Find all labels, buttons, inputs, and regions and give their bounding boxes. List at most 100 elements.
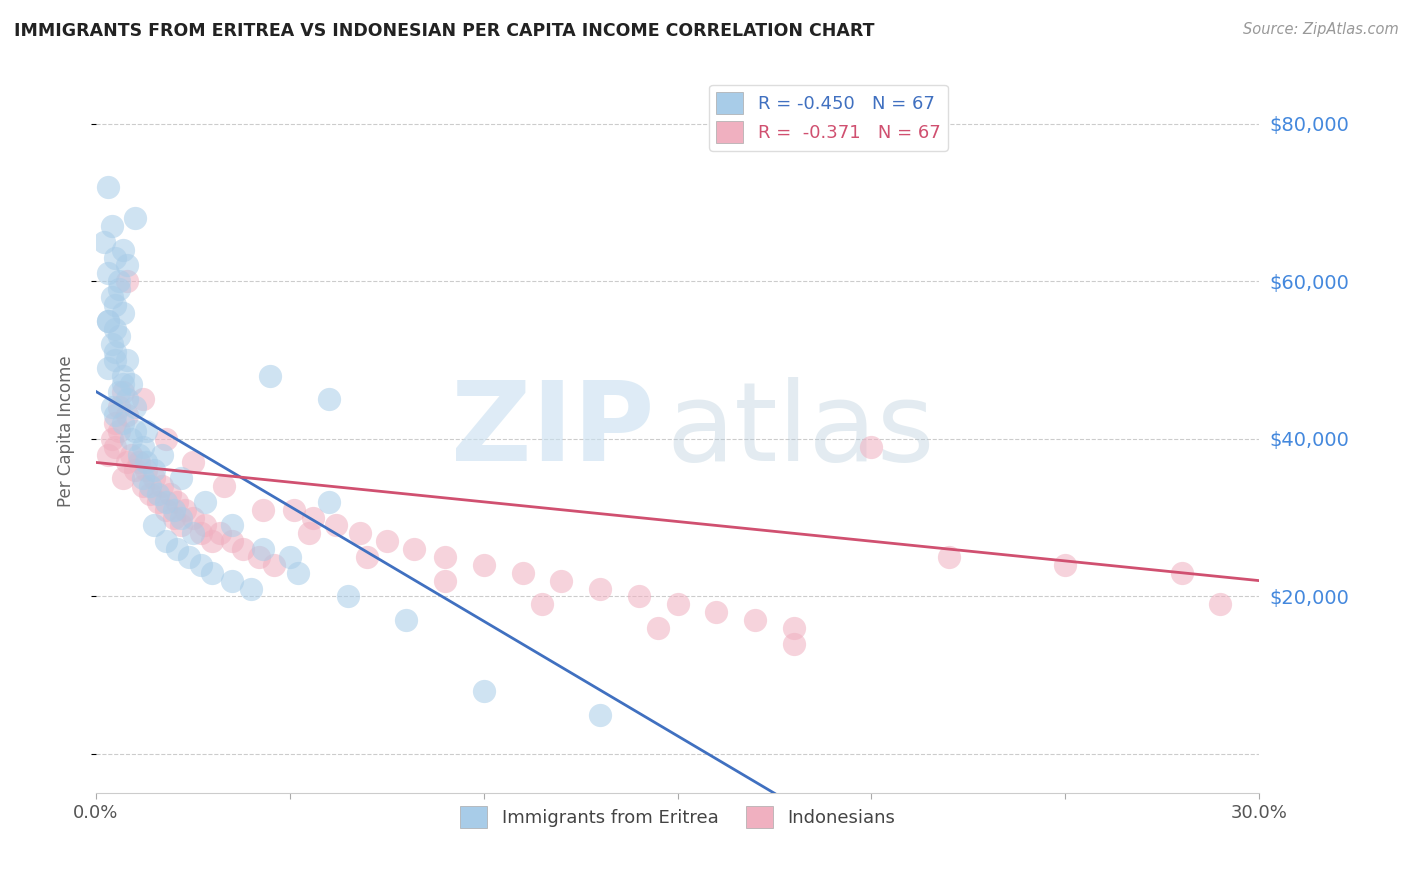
Point bbox=[108, 401, 131, 415]
Point bbox=[135, 424, 157, 438]
Point bbox=[97, 448, 120, 462]
Point bbox=[174, 502, 197, 516]
Point bbox=[139, 487, 162, 501]
Point bbox=[112, 416, 135, 430]
Point bbox=[472, 684, 495, 698]
Point bbox=[1209, 597, 1232, 611]
Point bbox=[512, 566, 534, 580]
Point bbox=[252, 542, 274, 557]
Point bbox=[375, 534, 398, 549]
Point bbox=[190, 558, 212, 572]
Point bbox=[938, 549, 960, 564]
Point bbox=[232, 542, 254, 557]
Point bbox=[112, 306, 135, 320]
Point bbox=[135, 455, 157, 469]
Point bbox=[97, 313, 120, 327]
Point bbox=[104, 345, 127, 359]
Point bbox=[115, 274, 138, 288]
Point bbox=[159, 487, 181, 501]
Point bbox=[318, 392, 340, 407]
Point bbox=[212, 479, 235, 493]
Point bbox=[472, 558, 495, 572]
Point bbox=[97, 266, 120, 280]
Point bbox=[143, 471, 166, 485]
Point bbox=[108, 274, 131, 288]
Point bbox=[108, 282, 131, 296]
Point bbox=[240, 582, 263, 596]
Point bbox=[170, 471, 193, 485]
Point bbox=[647, 621, 669, 635]
Point bbox=[112, 384, 135, 399]
Point bbox=[155, 432, 177, 446]
Point bbox=[120, 448, 142, 462]
Point bbox=[627, 590, 650, 604]
Point bbox=[143, 463, 166, 477]
Point bbox=[112, 376, 135, 391]
Point bbox=[150, 479, 173, 493]
Point bbox=[131, 392, 153, 407]
Point bbox=[170, 518, 193, 533]
Point bbox=[349, 526, 371, 541]
Point bbox=[177, 549, 200, 564]
Point bbox=[139, 479, 162, 493]
Point bbox=[550, 574, 572, 588]
Point bbox=[115, 408, 138, 422]
Point bbox=[146, 495, 169, 509]
Point bbox=[115, 455, 138, 469]
Point bbox=[115, 259, 138, 273]
Point bbox=[221, 574, 243, 588]
Point bbox=[104, 298, 127, 312]
Point bbox=[181, 455, 204, 469]
Point bbox=[100, 219, 122, 233]
Point bbox=[666, 597, 689, 611]
Point bbox=[860, 440, 883, 454]
Point bbox=[104, 416, 127, 430]
Point bbox=[194, 518, 217, 533]
Point bbox=[155, 502, 177, 516]
Point bbox=[112, 243, 135, 257]
Point bbox=[131, 471, 153, 485]
Point bbox=[201, 534, 224, 549]
Point bbox=[259, 368, 281, 383]
Point bbox=[402, 542, 425, 557]
Point bbox=[162, 502, 184, 516]
Point bbox=[128, 448, 150, 462]
Point bbox=[100, 290, 122, 304]
Point bbox=[115, 392, 138, 407]
Point bbox=[589, 707, 612, 722]
Point bbox=[143, 518, 166, 533]
Point bbox=[108, 424, 131, 438]
Point bbox=[1170, 566, 1192, 580]
Text: atlas: atlas bbox=[666, 377, 935, 484]
Point bbox=[108, 329, 131, 343]
Point bbox=[783, 621, 806, 635]
Point bbox=[120, 432, 142, 446]
Point bbox=[97, 179, 120, 194]
Point bbox=[744, 613, 766, 627]
Point bbox=[190, 526, 212, 541]
Point bbox=[162, 510, 184, 524]
Text: Source: ZipAtlas.com: Source: ZipAtlas.com bbox=[1243, 22, 1399, 37]
Point bbox=[283, 502, 305, 516]
Text: IMMIGRANTS FROM ERITREA VS INDONESIAN PER CAPITA INCOME CORRELATION CHART: IMMIGRANTS FROM ERITREA VS INDONESIAN PE… bbox=[14, 22, 875, 40]
Point bbox=[783, 637, 806, 651]
Point bbox=[263, 558, 285, 572]
Legend: Immigrants from Eritrea, Indonesians: Immigrants from Eritrea, Indonesians bbox=[453, 798, 903, 835]
Point bbox=[530, 597, 553, 611]
Point bbox=[124, 424, 146, 438]
Point bbox=[433, 549, 456, 564]
Point bbox=[318, 495, 340, 509]
Point bbox=[97, 313, 120, 327]
Point bbox=[112, 471, 135, 485]
Point bbox=[252, 502, 274, 516]
Point bbox=[1054, 558, 1077, 572]
Point bbox=[104, 440, 127, 454]
Point bbox=[155, 534, 177, 549]
Point bbox=[124, 211, 146, 226]
Point bbox=[128, 455, 150, 469]
Point bbox=[170, 510, 193, 524]
Point bbox=[131, 479, 153, 493]
Point bbox=[124, 401, 146, 415]
Point bbox=[221, 518, 243, 533]
Point bbox=[155, 495, 177, 509]
